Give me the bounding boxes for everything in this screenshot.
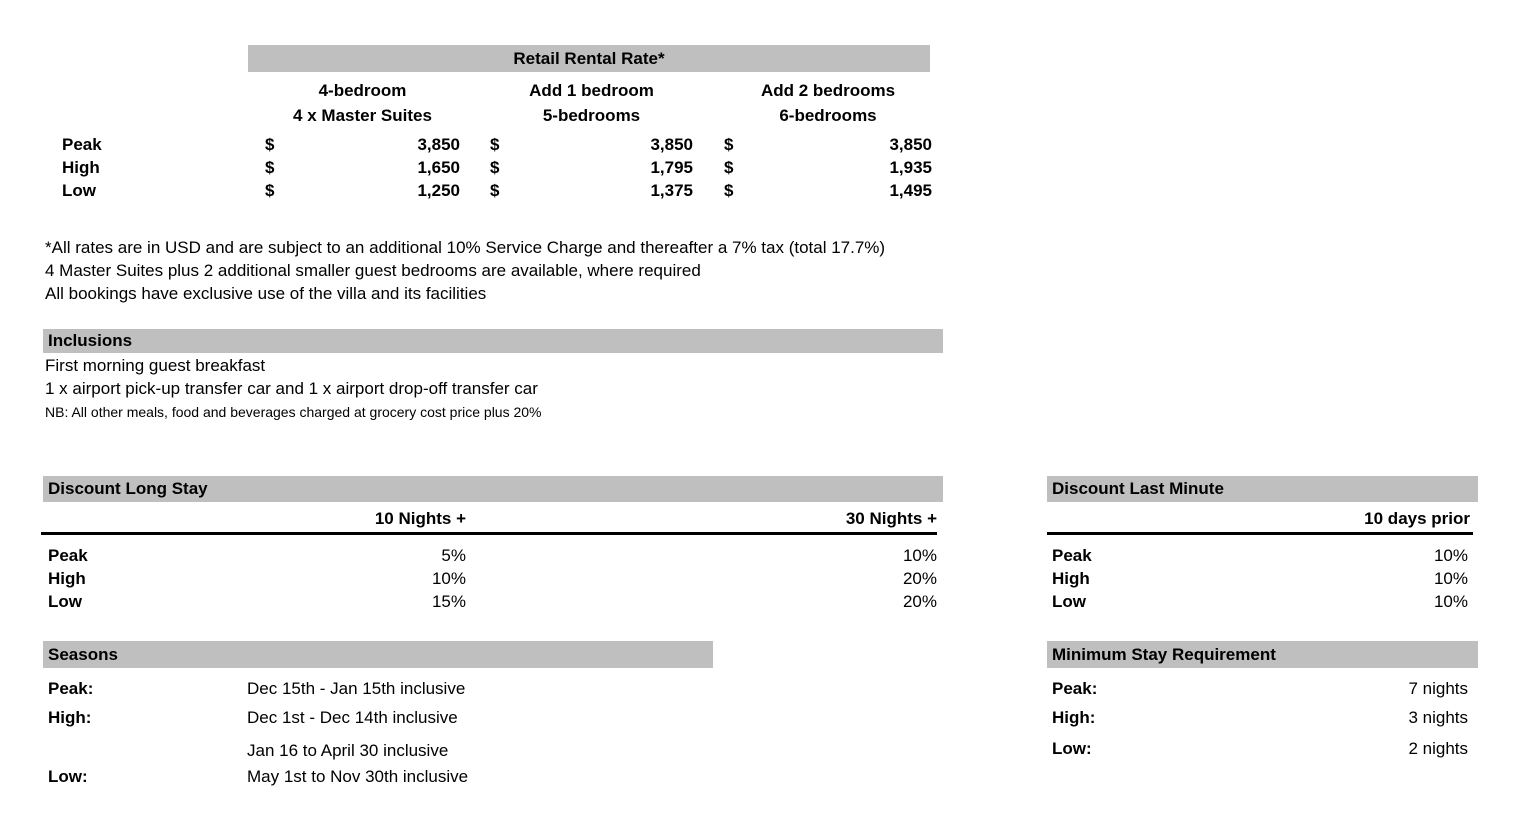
rate-value: 1,495 <box>889 181 932 200</box>
row-label-low: Low: <box>1052 739 1092 758</box>
currency-symbol: $ <box>490 135 500 154</box>
row-label-low: Low: <box>48 767 88 786</box>
rate-cell: $ 1,250 <box>265 179 460 202</box>
currency-symbol: $ <box>265 181 275 200</box>
minimum-stay-value: 2 nights <box>1408 739 1468 758</box>
row-label-high: High: <box>48 708 92 727</box>
rate-value: 3,850 <box>650 135 693 154</box>
inclusions-header: Inclusions <box>43 329 943 353</box>
minimum-stay-header: Minimum Stay Requirement <box>1047 641 1478 668</box>
discount-value: 10% <box>431 569 466 588</box>
season-date-range: May 1st to Nov 30th inclusive <box>247 767 469 786</box>
discount-value: 10% <box>1433 592 1468 611</box>
row-label-high: High: <box>1052 708 1096 727</box>
row-label-peak: Peak <box>48 546 88 565</box>
inclusion-item: First morning guest breakfast <box>45 356 266 375</box>
rate-cell: $ 1,375 <box>490 179 693 202</box>
row-label-blank <box>48 739 218 763</box>
discount-last-minute-header: Discount Last Minute <box>1047 476 1478 502</box>
row-label-high: High <box>62 158 100 177</box>
column-subheader-6-bedrooms: 6-bedrooms <box>779 106 877 125</box>
currency-symbol: $ <box>265 158 275 177</box>
currency-symbol: $ <box>724 181 734 200</box>
row-label-high: High <box>48 569 86 588</box>
currency-symbol: $ <box>265 135 275 154</box>
rate-cell: $ 1,935 <box>724 156 932 179</box>
row-label-low: Low <box>48 592 82 611</box>
season-date-range: Dec 15th - Jan 15th inclusive <box>247 679 466 698</box>
inclusions-nb-note: NB: All other meals, food and beverages … <box>45 404 542 420</box>
discount-value: 10% <box>1433 569 1468 588</box>
row-label-peak: Peak: <box>48 679 94 698</box>
rate-cell: $ 3,850 <box>265 133 460 156</box>
row-label-peak: Peak: <box>1052 679 1098 698</box>
column-header-add-1-bedroom: Add 1 bedroom <box>529 81 654 100</box>
footnote-service-charge: *All rates are in USD and are subject to… <box>45 238 886 257</box>
currency-symbol: $ <box>490 158 500 177</box>
discount-value: 5% <box>441 546 466 565</box>
column-subheader-5-bedrooms: 5-bedrooms <box>542 106 641 125</box>
column-subheader-4-master-suites: 4 x Master Suites <box>293 106 432 125</box>
rate-value: 1,650 <box>417 158 460 177</box>
rate-cell: $ 3,850 <box>724 133 932 156</box>
season-date-range: Dec 1st - Dec 14th inclusive <box>247 708 458 727</box>
row-label-peak: Peak <box>62 135 102 154</box>
rate-value: 1,935 <box>889 158 932 177</box>
minimum-stay-value: 7 nights <box>1408 679 1468 698</box>
footnote-master-suites: 4 Master Suites plus 2 additional smalle… <box>45 261 701 280</box>
discount-value: 20% <box>902 592 937 611</box>
column-header-30-nights: 30 Nights + <box>845 509 937 528</box>
rate-cell: $ 3,850 <box>490 133 693 156</box>
season-date-range: Jan 16 to April 30 inclusive <box>247 741 449 760</box>
discount-value: 15% <box>431 592 466 611</box>
rate-cell: $ 1,495 <box>724 179 932 202</box>
rate-value: 3,850 <box>889 135 932 154</box>
seasons-header: Seasons <box>43 641 713 668</box>
column-header-10-nights: 10 Nights + <box>374 509 466 528</box>
inclusion-item: 1 x airport pick-up transfer car and 1 x… <box>45 379 538 398</box>
header-underline <box>1047 532 1473 535</box>
rate-value: 1,795 <box>650 158 693 177</box>
currency-symbol: $ <box>724 158 734 177</box>
currency-symbol: $ <box>490 181 500 200</box>
column-header-10-days-prior: 10 days prior <box>1364 509 1470 528</box>
discount-value: 10% <box>902 546 937 565</box>
discount-long-stay-header: Discount Long Stay <box>43 476 943 502</box>
row-label-peak: Peak <box>1052 546 1092 565</box>
rate-value: 1,375 <box>650 181 693 200</box>
discount-value: 20% <box>902 569 937 588</box>
minimum-stay-value: 3 nights <box>1408 708 1468 727</box>
currency-symbol: $ <box>724 135 734 154</box>
retail-rental-rate-header: Retail Rental Rate* <box>248 45 930 72</box>
discount-value: 10% <box>1433 546 1468 565</box>
rate-value: 3,850 <box>417 135 460 154</box>
footnote-exclusive-use: All bookings have exclusive use of the v… <box>45 284 487 303</box>
rate-cell: $ 1,650 <box>265 156 460 179</box>
column-header-add-2-bedrooms: Add 2 bedrooms <box>760 81 896 100</box>
rate-cell: $ 1,795 <box>490 156 693 179</box>
header-underline <box>41 532 937 535</box>
rate-value: 1,250 <box>417 181 460 200</box>
row-label-low: Low <box>62 181 96 200</box>
column-header-4-bedroom: 4-bedroom <box>318 81 407 100</box>
row-label-low: Low <box>1052 592 1086 611</box>
row-label-high: High <box>1052 569 1090 588</box>
